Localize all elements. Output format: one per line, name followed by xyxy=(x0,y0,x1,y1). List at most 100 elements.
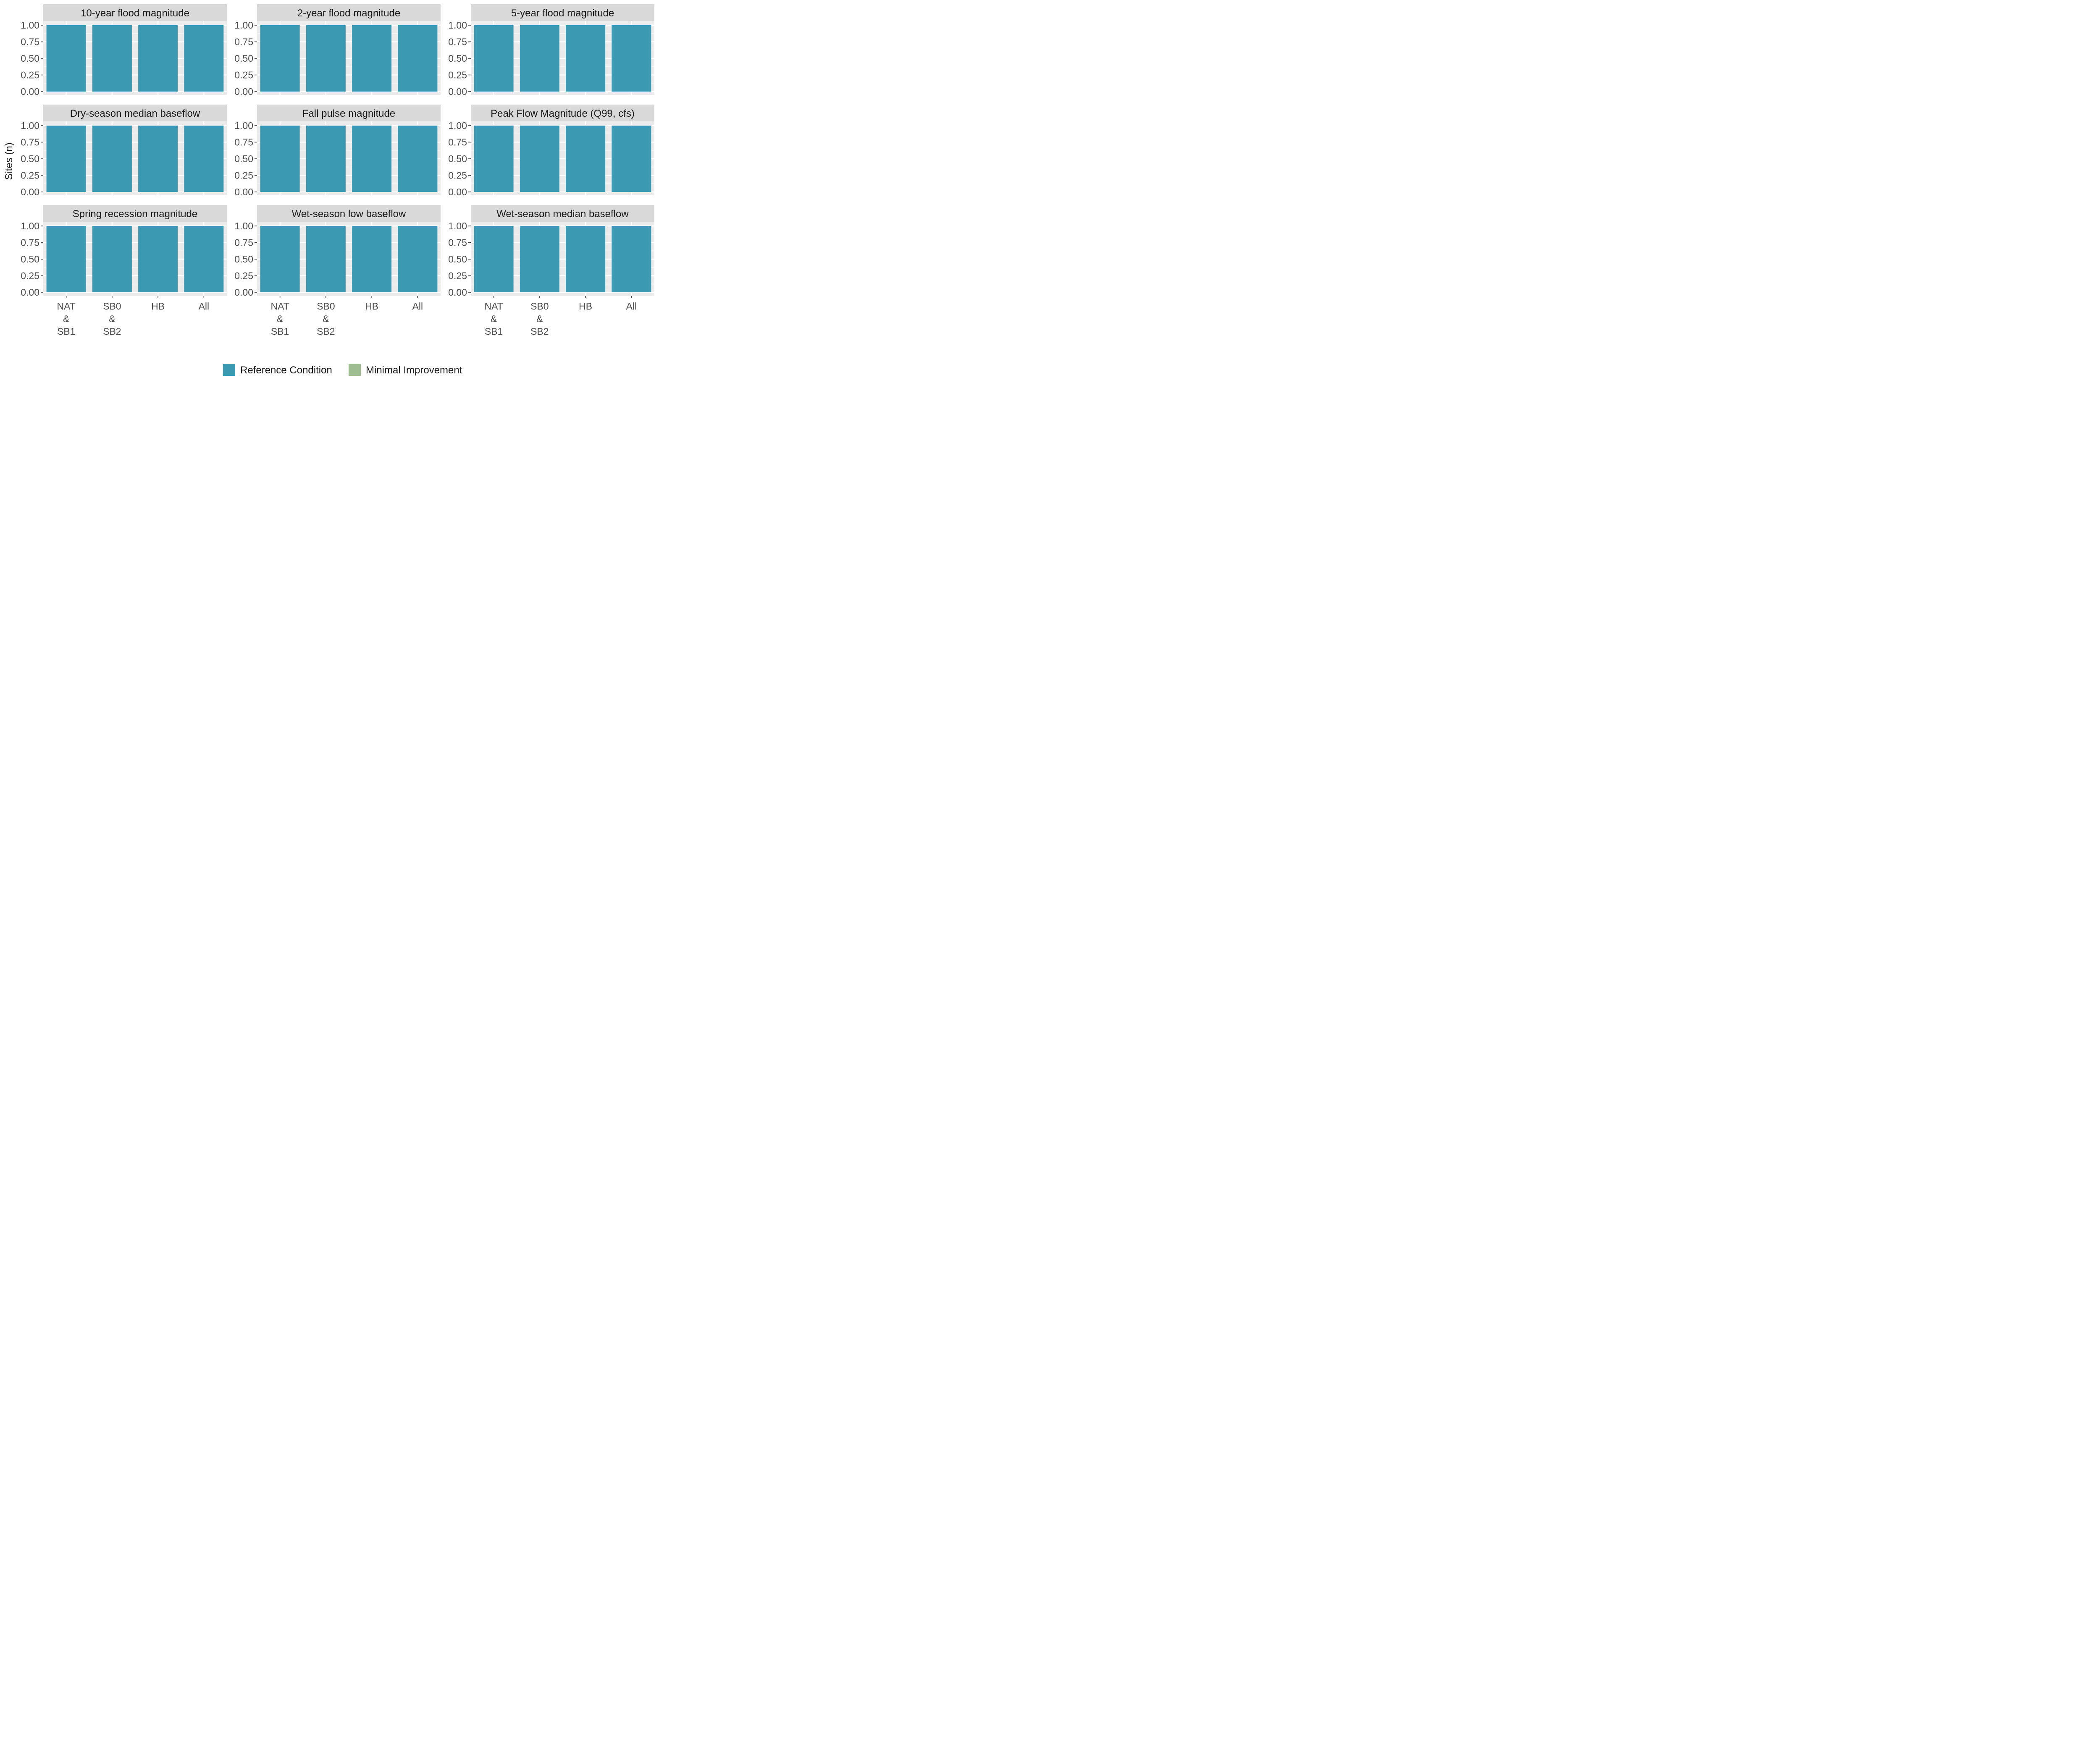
bar-reference-8-2 xyxy=(566,226,606,292)
bar-reference-8-1 xyxy=(520,226,559,292)
facet-title-2: 5-year flood magnitude xyxy=(511,8,614,19)
facet-title-1: 2-year flood magnitude xyxy=(297,8,400,19)
x-tick-label: SB2 xyxy=(317,326,335,337)
y-tick-label: 0.75 xyxy=(21,237,39,248)
x-tick-label: SB0 xyxy=(530,301,549,312)
bar-reference-3-1 xyxy=(92,126,132,192)
bar-reference-8-0 xyxy=(474,226,514,292)
y-tick-label: 0.00 xyxy=(234,186,253,197)
y-tick-label: 0.50 xyxy=(21,254,39,265)
x-tick-label: SB0 xyxy=(317,301,335,312)
y-tick-label: 0.25 xyxy=(21,70,39,81)
bar-reference-5-1 xyxy=(520,126,559,192)
facet-title-4: Fall pulse magnitude xyxy=(302,108,395,119)
x-tick-label: SB1 xyxy=(485,326,503,337)
y-tick-label: 1.00 xyxy=(234,20,253,31)
bar-reference-0-3 xyxy=(184,25,224,92)
bar-reference-4-3 xyxy=(398,126,438,192)
bar-reference-5-3 xyxy=(612,126,651,192)
bar-reference-4-2 xyxy=(352,126,392,192)
y-tick-label: 0.75 xyxy=(234,37,253,47)
facet-strip-8 xyxy=(471,205,654,222)
bar-reference-7-1 xyxy=(306,226,346,292)
y-tick-label: 0.00 xyxy=(234,86,253,97)
y-axis-title: Sites (n) xyxy=(3,142,15,180)
y-tick-label: 0.75 xyxy=(448,137,467,148)
bar-reference-2-2 xyxy=(566,25,606,92)
bar-reference-6-1 xyxy=(92,226,132,292)
facet-strip-6 xyxy=(43,205,227,222)
bar-reference-6-0 xyxy=(46,226,86,292)
bar-reference-0-1 xyxy=(92,25,132,92)
bar-reference-3-0 xyxy=(46,126,86,192)
facet-strip-4 xyxy=(257,105,441,121)
y-tick-label: 0.75 xyxy=(234,137,253,148)
x-tick-label: HB xyxy=(579,301,592,312)
y-tick-label: 0.75 xyxy=(448,237,467,248)
y-tick-label: 0.25 xyxy=(448,270,467,281)
legend-label-minimal: Minimal Improvement xyxy=(366,365,462,376)
x-tick-label: HB xyxy=(365,301,378,312)
y-tick-label: 0.75 xyxy=(448,37,467,47)
y-tick-label: 0.00 xyxy=(21,186,39,197)
bar-reference-0-0 xyxy=(46,25,86,92)
y-tick-label: 0.50 xyxy=(448,153,467,164)
bar-reference-1-1 xyxy=(306,25,346,92)
bar-reference-2-3 xyxy=(612,25,651,92)
bar-reference-7-3 xyxy=(398,226,438,292)
y-tick-label: 0.25 xyxy=(234,170,253,181)
facet-strip-5 xyxy=(471,105,654,121)
bar-reference-1-0 xyxy=(260,25,300,92)
facet-strip-2 xyxy=(471,4,654,21)
facet-title-5: Peak Flow Magnitude (Q99, cfs) xyxy=(491,108,635,119)
chart-canvas: 10-year flood magnitude 0.00 0.25 0.50 0.75 1… xyxy=(3,4,654,376)
y-tick-label: 0.50 xyxy=(21,153,39,164)
legend-swatch-reference xyxy=(223,364,235,376)
x-tick-label: & xyxy=(109,313,115,324)
facet-title-0: 10-year flood magnitude xyxy=(81,8,189,19)
y-tick-label: 1.00 xyxy=(234,220,253,231)
bar-reference-4-0 xyxy=(260,126,300,192)
bar-reference-6-3 xyxy=(184,226,224,292)
y-tick-label: 1.00 xyxy=(448,20,467,31)
bar-reference-6-2 xyxy=(138,226,178,292)
legend-label-reference: Reference Condition xyxy=(240,365,332,376)
y-tick-label: 1.00 xyxy=(21,20,39,31)
x-tick-label: & xyxy=(323,313,329,324)
x-tick-label: NAT xyxy=(57,301,75,312)
y-tick-label: 0.50 xyxy=(21,53,39,64)
bar-reference-3-2 xyxy=(138,126,178,192)
x-tick-label: HB xyxy=(151,301,165,312)
x-tick-label: SB2 xyxy=(530,326,549,337)
x-tick-label: All xyxy=(412,301,423,312)
y-tick-label: 0.25 xyxy=(448,170,467,181)
x-tick-label: All xyxy=(626,301,637,312)
x-tick-label: NAT xyxy=(484,301,503,312)
x-tick-label: SB1 xyxy=(57,326,75,337)
y-tick-label: 0.75 xyxy=(21,137,39,148)
y-tick-label: 1.00 xyxy=(21,220,39,231)
x-tick-label: & xyxy=(536,313,543,324)
y-tick-label: 0.25 xyxy=(21,270,39,281)
y-tick-label: 0.00 xyxy=(448,287,467,298)
facet-title-3: Dry-season median baseflow xyxy=(70,108,200,119)
y-tick-label: 0.75 xyxy=(234,237,253,248)
y-tick-label: 0.50 xyxy=(234,153,253,164)
y-tick-label: 0.75 xyxy=(21,37,39,47)
bar-reference-1-2 xyxy=(352,25,392,92)
y-tick-label: 1.00 xyxy=(448,120,467,131)
y-tick-label: 1.00 xyxy=(448,220,467,231)
facet-title-8: Wet-season median baseflow xyxy=(496,208,629,220)
y-tick-label: 0.50 xyxy=(448,254,467,265)
y-tick-label: 0.25 xyxy=(21,170,39,181)
bar-reference-8-3 xyxy=(612,226,651,292)
facet-title-6: Spring recession magnitude xyxy=(73,208,198,220)
y-tick-label: 0.50 xyxy=(234,254,253,265)
y-tick-label: 1.00 xyxy=(21,120,39,131)
bar-reference-3-3 xyxy=(184,126,224,192)
facet-strip-1 xyxy=(257,4,441,21)
bar-reference-1-3 xyxy=(398,25,438,92)
bar-reference-7-2 xyxy=(352,226,392,292)
x-tick-label: NAT xyxy=(270,301,289,312)
bar-reference-0-2 xyxy=(138,25,178,92)
